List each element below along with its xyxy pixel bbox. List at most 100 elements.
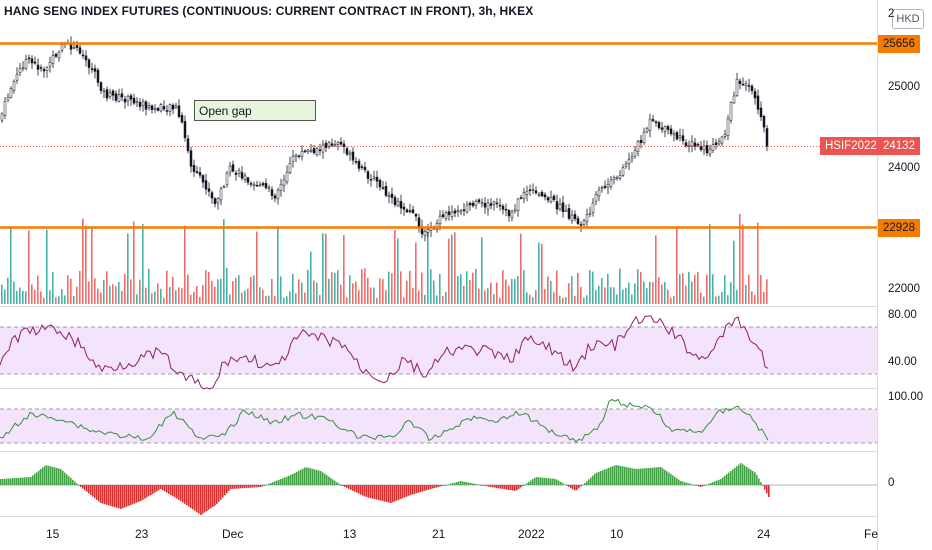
macd-bar xyxy=(180,485,182,501)
volume-bar xyxy=(223,219,225,304)
macd-bar xyxy=(576,485,578,491)
candle-body xyxy=(546,197,550,201)
volume-bar xyxy=(676,226,678,304)
macd-bar xyxy=(568,485,570,487)
candle-body xyxy=(717,141,721,145)
volume-bar xyxy=(184,225,186,304)
candle-body xyxy=(126,96,130,102)
macd-bar xyxy=(680,481,682,485)
macd-bar xyxy=(612,466,614,485)
macd-bar xyxy=(104,485,106,505)
macd-bar xyxy=(696,485,698,486)
candle-body xyxy=(108,92,112,97)
volume-bar xyxy=(565,297,567,304)
macd-bar xyxy=(752,471,754,485)
macd-bar xyxy=(58,468,60,485)
volume-bar xyxy=(190,294,192,304)
volume-bar xyxy=(706,274,708,304)
volume-bar xyxy=(175,290,177,304)
volume-bar xyxy=(652,282,654,304)
volume-bar xyxy=(34,289,36,304)
volume-bar xyxy=(445,291,447,304)
volume-bar xyxy=(718,295,720,304)
candle-body xyxy=(708,148,712,155)
volume-bar xyxy=(466,271,468,304)
macd-bar xyxy=(684,482,686,485)
candle-body xyxy=(534,190,538,194)
candle-body xyxy=(738,80,742,84)
macd-bar xyxy=(540,477,542,485)
macd-bar xyxy=(188,485,190,507)
macd-bar xyxy=(16,477,18,486)
volume-bar xyxy=(64,295,66,304)
volume-bar xyxy=(697,271,699,304)
macd-bar xyxy=(428,485,430,490)
macd-bar xyxy=(108,485,110,506)
candle-body xyxy=(180,115,184,123)
macd-bar xyxy=(524,484,526,486)
volume-bar xyxy=(715,296,717,304)
candle-body xyxy=(513,209,517,212)
macd-bar xyxy=(206,485,208,511)
macd-bar xyxy=(654,467,656,485)
volume-bar xyxy=(421,272,423,304)
candle-body xyxy=(384,186,388,196)
candle-body xyxy=(585,214,589,222)
volume-bar xyxy=(727,295,729,304)
currency-label[interactable]: HKD xyxy=(892,9,924,29)
candle-body xyxy=(630,156,634,160)
candle-body xyxy=(144,101,148,110)
volume-bar xyxy=(100,292,102,304)
volume-bar xyxy=(658,277,660,304)
macd-bar xyxy=(698,485,700,487)
macd-bar xyxy=(548,478,550,485)
candle-body xyxy=(618,175,622,179)
macd-bar xyxy=(604,469,606,485)
candle-body xyxy=(75,45,79,48)
macd-bar xyxy=(196,485,198,513)
macd-bar xyxy=(286,476,288,485)
volume-bar xyxy=(580,286,582,304)
candle-body xyxy=(639,139,643,143)
macd-bar xyxy=(66,474,68,485)
macd-bar xyxy=(676,478,678,485)
volume-bar xyxy=(604,287,606,304)
macd-bar xyxy=(100,485,102,503)
candle-body xyxy=(129,95,133,100)
macd-bar xyxy=(626,467,628,485)
candle-body xyxy=(456,210,460,213)
macd-bar xyxy=(192,485,194,510)
candle-body xyxy=(282,179,286,186)
volume-bar xyxy=(166,270,168,304)
candle-body xyxy=(192,165,196,172)
macd-bar xyxy=(396,485,398,501)
volume-bar xyxy=(664,282,666,304)
candle-body xyxy=(750,85,754,91)
volume-bar xyxy=(82,218,84,304)
volume-bar xyxy=(229,294,231,304)
time-axis-label: Dec xyxy=(222,527,244,541)
candle-body xyxy=(345,148,349,155)
macd-bar xyxy=(714,481,716,485)
macd-bar xyxy=(48,465,50,485)
macd-bar xyxy=(700,485,702,487)
candle-body xyxy=(405,209,409,213)
macd-bar xyxy=(652,467,654,486)
macd-bar xyxy=(342,485,344,486)
candle-body xyxy=(276,189,280,200)
macd-bar xyxy=(86,485,88,492)
candle-body xyxy=(477,199,481,203)
macd-bar xyxy=(134,485,136,504)
rsi-axis-label: 80.00 xyxy=(888,309,917,321)
candle-body xyxy=(339,141,343,145)
macd-bar xyxy=(278,479,280,485)
volume-bar xyxy=(280,276,282,304)
macd-bar xyxy=(450,483,452,485)
open-gap-note[interactable]: Open gap xyxy=(194,100,316,121)
volume-bar xyxy=(10,226,12,304)
volume-bar xyxy=(67,275,69,304)
macd-bar xyxy=(204,485,206,513)
macd-bar xyxy=(562,483,564,485)
macd-bar xyxy=(362,485,364,496)
